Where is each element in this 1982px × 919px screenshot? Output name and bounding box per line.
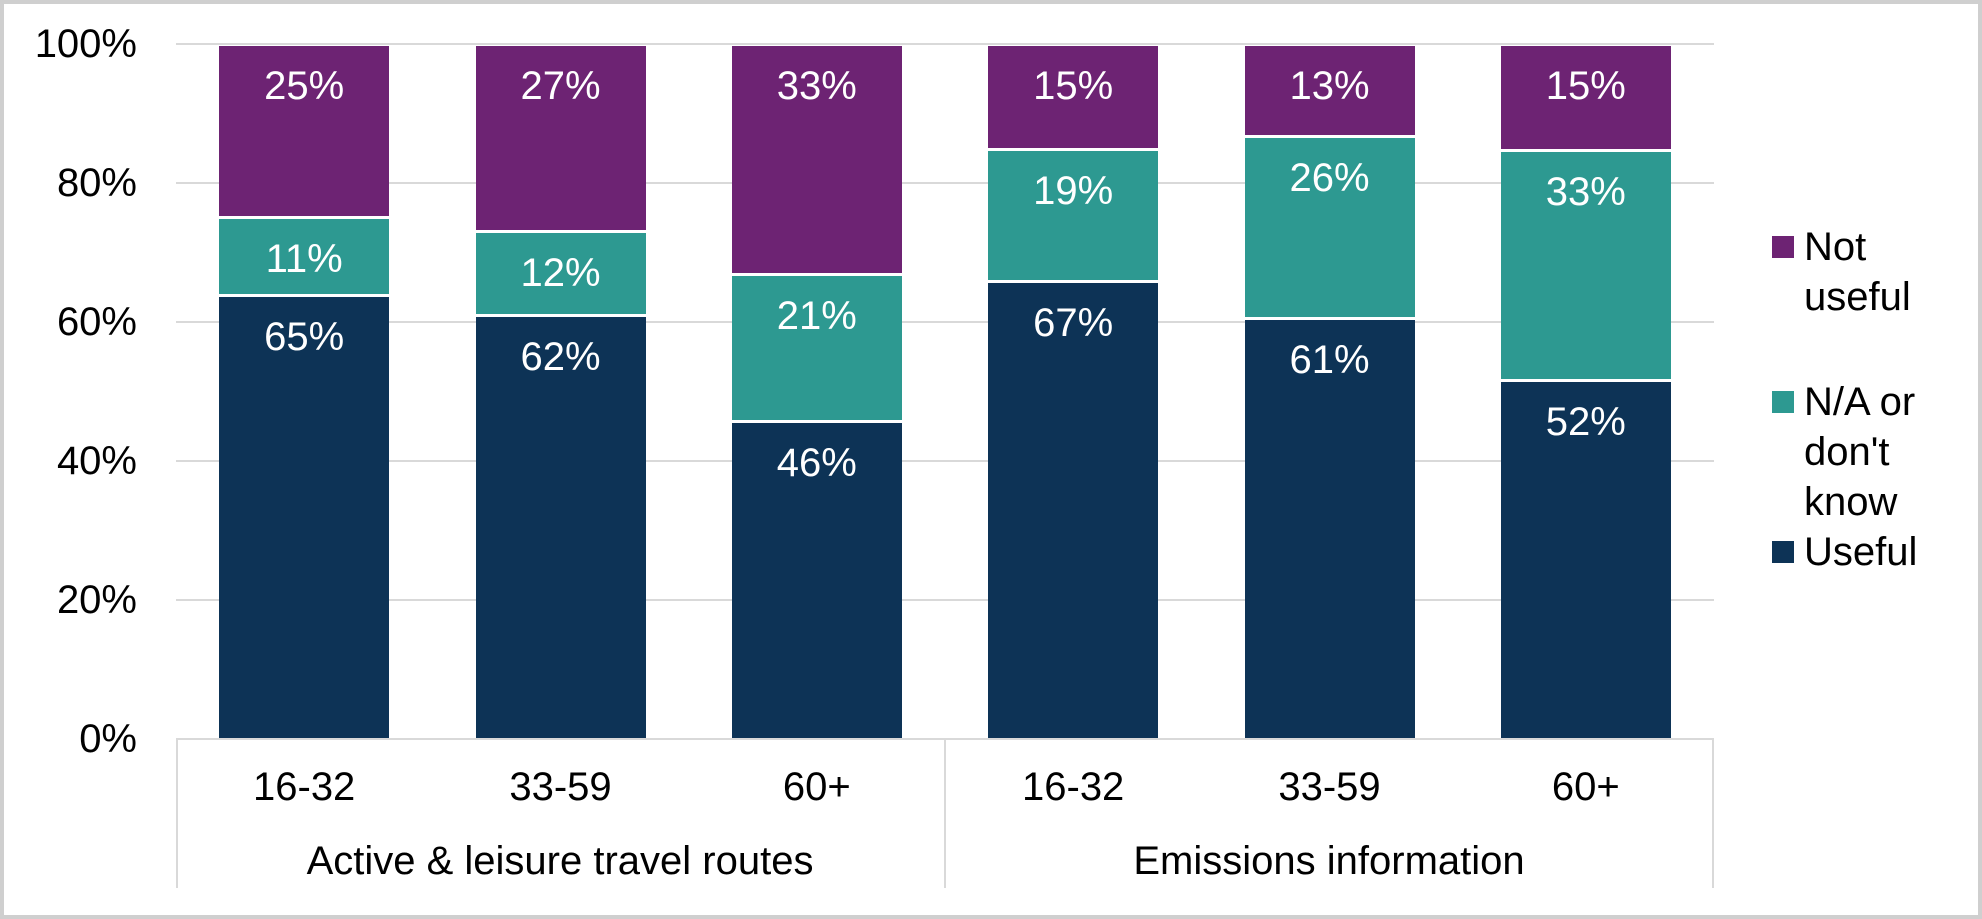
y-axis-label-80%: 80% [56,161,137,205]
group-label-0: Active & leisure travel routes [306,839,814,883]
bar-segment-not-useful: 27% [475,46,646,233]
bar-segment-label: 13% [1289,64,1370,108]
gridline-100 [176,43,1714,45]
bar-segment-label: 67% [1033,301,1114,346]
bar-33-59-1: 27% 12% 62% [475,46,646,739]
bar-segment-label: 26% [1289,156,1370,201]
legend-item-not-useful: Not useful [1772,222,1972,322]
bar-segment-n-a-or-don-t-know: 21% [731,275,902,423]
bar-segment-label: 21% [776,293,857,338]
bar-segment-not-useful: 15% [988,46,1159,152]
bar-segment-label: 65% [264,314,345,359]
bar-16-32-0: 25% 11% 65% [219,46,390,739]
bar-segment-label: 15% [1033,64,1114,108]
bar-segment-useful: 61% [1244,319,1415,739]
legend-label: N/A or don't know [1804,380,1916,524]
y-axis-label-20%: 20% [56,578,137,622]
legend-swatch-icon [1772,541,1794,563]
legend: Not useful N/A or don't know Useful [1772,222,1972,577]
bar-segment-n-a-or-don-t-know: 19% [988,151,1159,284]
group-label-1: Emissions information [1133,839,1525,883]
category-box-divider-0 [176,739,178,888]
y-axis-label-40%: 40% [56,439,137,483]
gridline-80 [176,182,1714,184]
bar-segment-label: 61% [1289,337,1370,382]
y-axis-label-100%: 100% [34,22,137,66]
legend-item-useful: Useful [1772,527,1972,577]
bar-segment-label: 33% [776,64,857,108]
gridline-20 [176,599,1714,601]
bar-segment-useful: 46% [731,422,902,739]
bar-segment-useful: 65% [219,296,390,739]
bar-segment-label: 19% [1033,169,1114,214]
chart: 0% 20% 40% 60% 80% 100% 25% 11% 65% 27% 12% 62% 33%… [4,4,1978,915]
category-label-5: 60+ [1551,765,1620,809]
legend-item-n-a-or-don-t-know: N/A or don't know [1772,377,1972,527]
bar-segment-not-useful: 13% [1244,46,1415,139]
bar-60+-5: 15% 33% 52% [1500,46,1671,739]
bar-segment-n-a-or-don-t-know: 26% [1244,138,1415,320]
bar-segment-not-useful: 25% [219,46,390,220]
gridline-60 [176,321,1714,323]
bar-segment-label: 27% [520,64,601,108]
bar-60+-2: 33% 21% 46% [731,46,902,739]
bar-segment-label: 52% [1545,399,1626,444]
bar-segment-n-a-or-don-t-know: 12% [475,232,646,318]
bar-segment-label: 11% [265,237,343,282]
legend-label: Not useful [1804,225,1911,319]
bar-segment-label: 46% [776,440,857,485]
bar-segment-n-a-or-don-t-know: 11% [219,219,390,297]
bar-segment-label: 12% [520,250,601,295]
legend-swatch-icon [1772,236,1794,258]
bar-segment-label: 25% [264,64,345,108]
category-label-2: 60+ [782,765,851,809]
category-box-divider-1 [944,739,946,888]
bar-segment-n-a-or-don-t-know: 33% [1500,152,1671,382]
category-label-4: 33-59 [1278,765,1381,809]
bar-segment-label: 62% [520,335,601,380]
category-label-3: 16-32 [1022,765,1125,809]
category-label-1: 33-59 [509,765,612,809]
bar-segment-label: 15% [1545,64,1626,108]
y-axis-label-60%: 60% [56,300,137,344]
bar-segment-useful: 62% [475,317,646,739]
bar-16-32-3: 15% 19% 67% [988,46,1159,739]
bar-33-59-4: 13% 26% 61% [1244,46,1415,739]
bar-segment-useful: 52% [1500,381,1671,739]
gridline-40 [176,460,1714,462]
bar-segment-useful: 67% [988,283,1159,739]
y-axis-label-0%: 0% [79,717,137,761]
category-label-0: 16-32 [253,765,356,809]
bar-segment-not-useful: 33% [731,46,902,276]
legend-label: Useful [1804,530,1918,574]
bar-segment-not-useful: 15% [1500,46,1671,153]
legend-swatch-icon [1772,391,1794,413]
bar-segment-label: 33% [1545,170,1626,215]
category-box-divider-2 [1712,739,1714,888]
